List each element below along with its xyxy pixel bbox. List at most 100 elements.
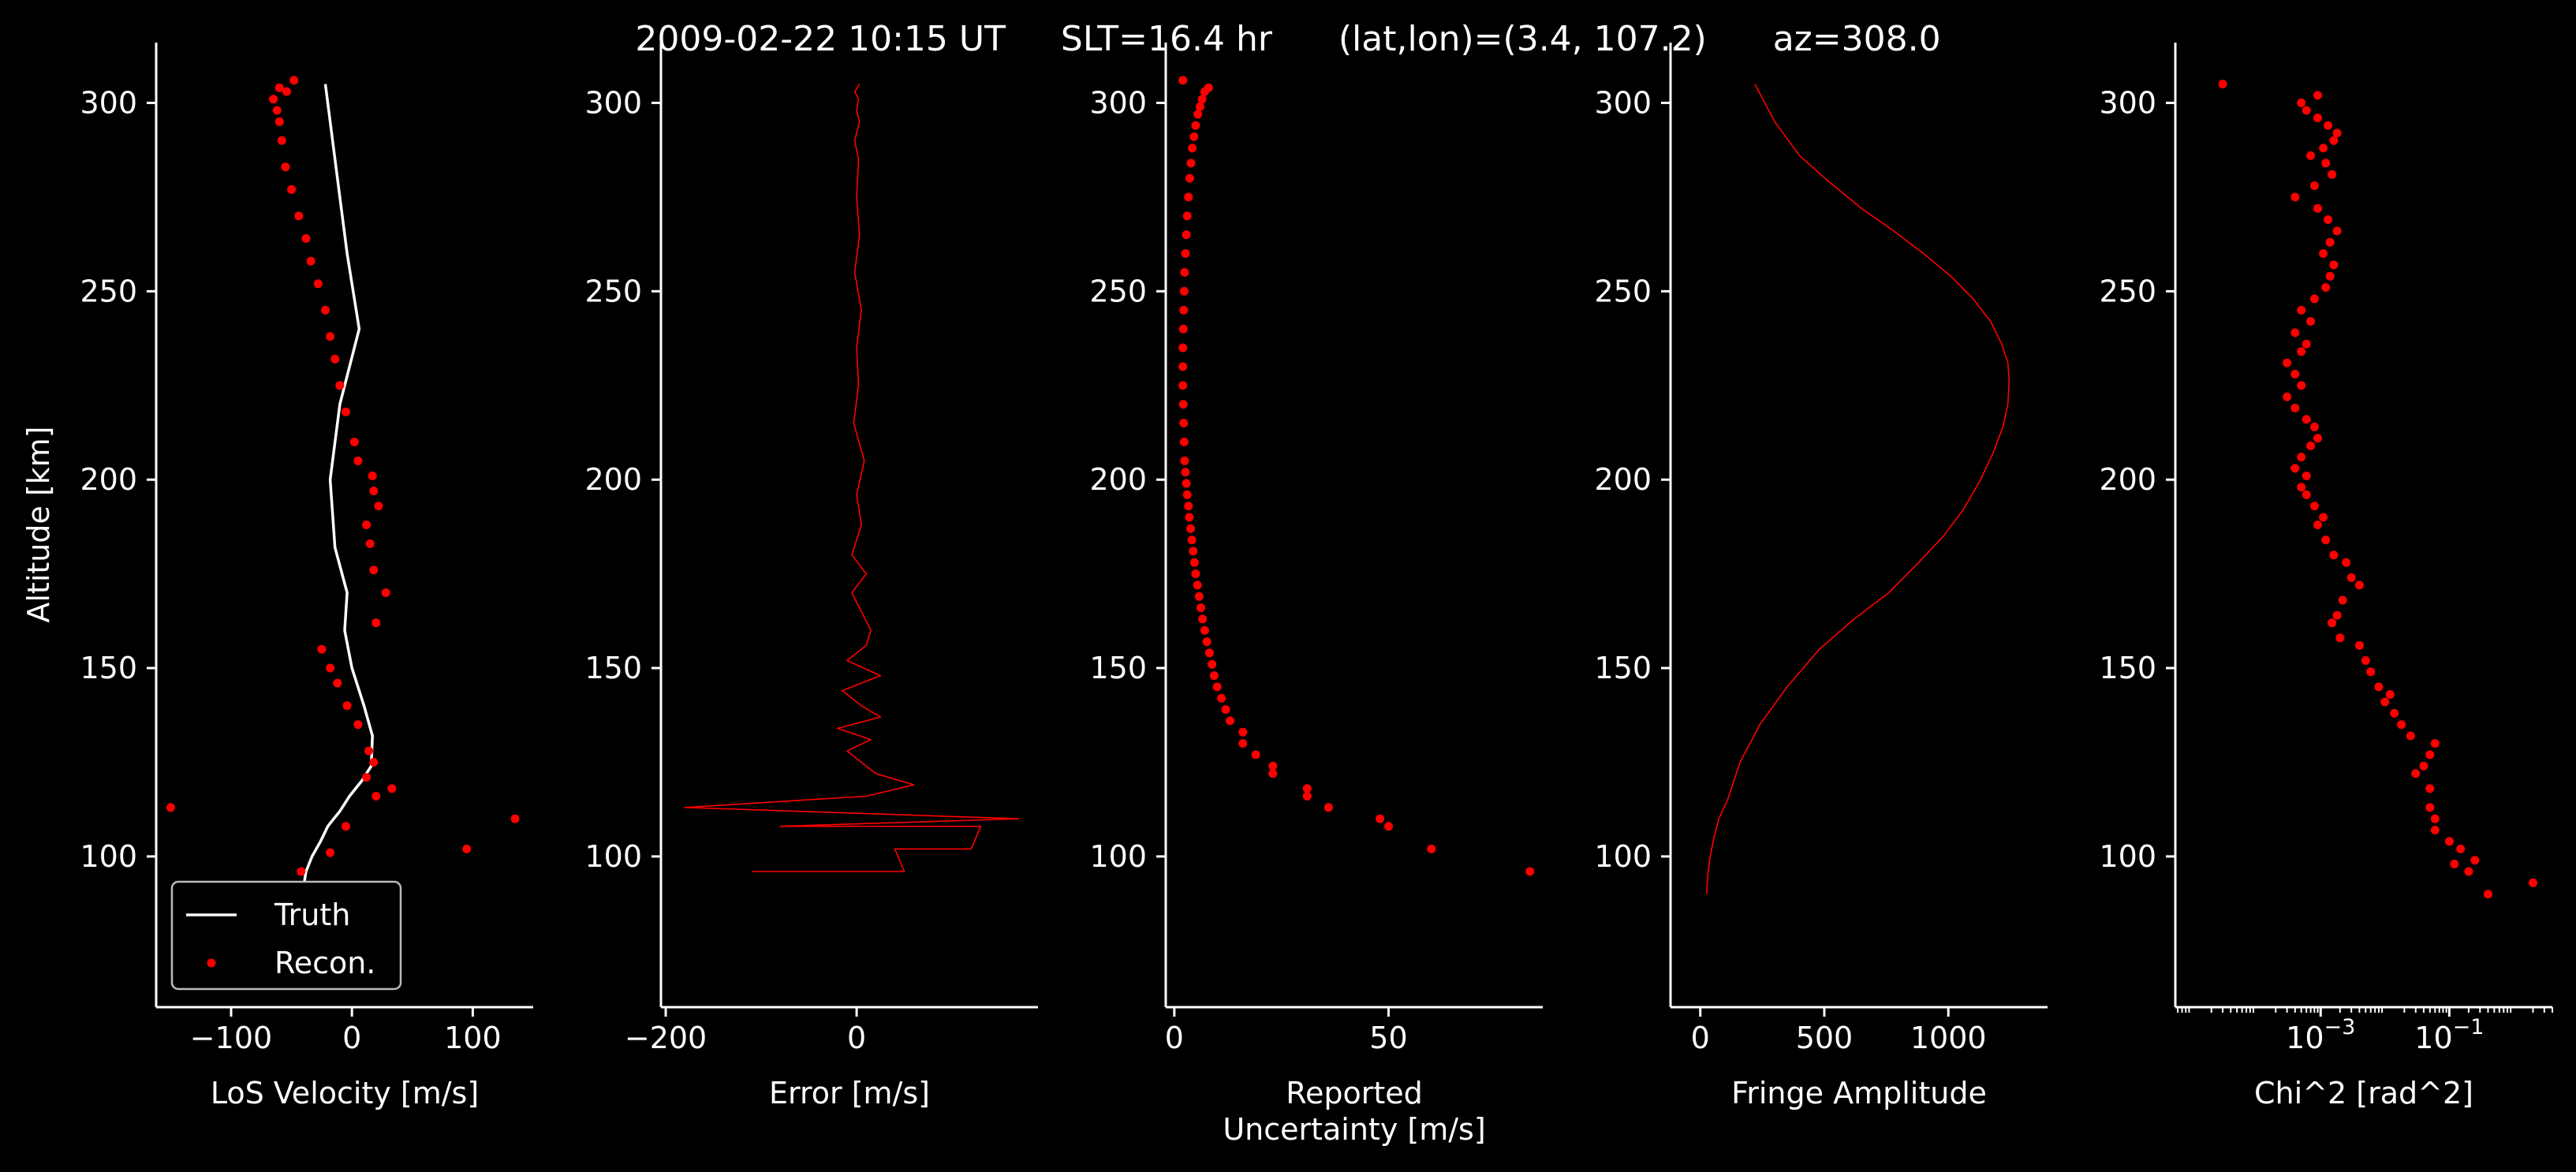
data-point: [1178, 343, 1188, 353]
data-point: [342, 701, 352, 711]
data-point: [317, 644, 327, 654]
data-point: [2306, 317, 2316, 326]
data-point: [369, 487, 379, 495]
data-point: [1180, 456, 1189, 465]
y-tick-label: 150: [584, 651, 642, 685]
data-point: [2313, 521, 2322, 529]
data-point: [2397, 720, 2406, 730]
data-point: [2325, 271, 2335, 281]
data-point: [306, 256, 315, 266]
data-point: [1193, 580, 1202, 590]
y-tick-label: 200: [1594, 462, 1652, 497]
y-tick-label: 100: [80, 839, 137, 874]
data-point: [2444, 837, 2454, 846]
data-point: [2319, 249, 2328, 258]
data-point: [371, 618, 381, 628]
data-point: [1204, 648, 1214, 658]
data-point: [1182, 211, 1192, 221]
panel-1: 100 150 200 250 300 −100 0 100 LoS Velocity [m/s…: [80, 43, 533, 1110]
data-point: [2380, 697, 2390, 707]
data-point: [1189, 132, 1199, 141]
data-point: [2290, 192, 2300, 202]
data-point: [326, 848, 335, 857]
data-point: [1302, 792, 1312, 801]
data-point: [2297, 381, 2306, 390]
data-point: [2425, 784, 2435, 793]
x-tick-label: 500: [1796, 1021, 1854, 1055]
data-point: [326, 332, 335, 342]
x-tick-label: 100: [444, 1021, 502, 1055]
data-point: [1268, 761, 1278, 771]
data-point: [1181, 249, 1190, 258]
y-tick-label: 250: [80, 274, 137, 308]
y-tick-label: 250: [1594, 274, 1652, 308]
data-point: [2283, 358, 2292, 368]
data-point: [1221, 705, 1230, 715]
data-point: [274, 117, 284, 126]
y-tick-label: 300: [584, 85, 642, 120]
data-point: [2302, 471, 2311, 480]
data-point: [1197, 95, 1207, 104]
data-point: [2297, 305, 2306, 315]
data-point: [1226, 716, 1234, 726]
y-tick-label: 300: [1089, 85, 1147, 120]
x-tick-label: 50: [1369, 1021, 1407, 1055]
data-point: [1427, 844, 1436, 853]
x-axis-label: LoS Velocity [m/s]: [211, 1076, 479, 1110]
data-point: [2390, 708, 2399, 718]
series-line: [684, 84, 1020, 872]
data-point: [2425, 803, 2435, 812]
data-point: [1181, 468, 1190, 477]
data-point: [2411, 769, 2421, 778]
x-tick-label: 0: [847, 1021, 866, 1055]
data-point: [1302, 784, 1312, 793]
data-point: [2297, 453, 2306, 461]
data-point: [2354, 580, 2364, 590]
data-point: [301, 233, 311, 243]
data-point: [368, 471, 377, 480]
data-point: [353, 720, 363, 730]
y-tick-label: 150: [1594, 651, 1652, 685]
y-tick-label: 200: [80, 462, 137, 497]
data-point: [2329, 551, 2339, 560]
data-point: [1182, 490, 1192, 499]
data-point: [2297, 483, 2306, 492]
x-tick-label: 0: [1165, 1021, 1184, 1055]
legend-label-recon: Recon.: [274, 946, 375, 980]
data-point: [1186, 524, 1195, 533]
data-point: [166, 803, 175, 812]
data-point: [2430, 814, 2440, 823]
x-axis-label: Chi^2 [rad^2]: [2254, 1076, 2473, 1110]
x-tick-label: 1000: [1910, 1021, 1987, 1055]
data-point: [335, 381, 345, 390]
data-point: [342, 822, 350, 831]
data-point: [2313, 434, 2322, 443]
data-point: [1179, 419, 1189, 427]
data-point: [2302, 339, 2311, 349]
data-point: [2313, 203, 2322, 213]
y-tick-label: 300: [80, 85, 137, 120]
data-point: [1202, 637, 1211, 647]
data-point: [2464, 867, 2473, 876]
data-point: [2325, 237, 2335, 247]
data-point: [2338, 595, 2347, 605]
data-point: [2366, 667, 2376, 677]
data-point: [2406, 731, 2415, 741]
data-point: [313, 279, 323, 289]
series-line: [1705, 84, 2010, 894]
data-point: [1179, 437, 1189, 446]
data-point: [2321, 283, 2331, 292]
data-point: [1191, 121, 1200, 130]
data-point: [2346, 573, 2356, 582]
data-point: [297, 867, 306, 876]
data-point: [1525, 867, 1535, 876]
data-point: [353, 456, 363, 465]
data-point: [2319, 144, 2328, 153]
data-point: [369, 758, 379, 767]
data-point: [1178, 381, 1188, 390]
data-point: [2329, 260, 2339, 270]
data-point: [2450, 860, 2459, 868]
data-point: [272, 106, 282, 115]
data-point: [2329, 136, 2339, 145]
